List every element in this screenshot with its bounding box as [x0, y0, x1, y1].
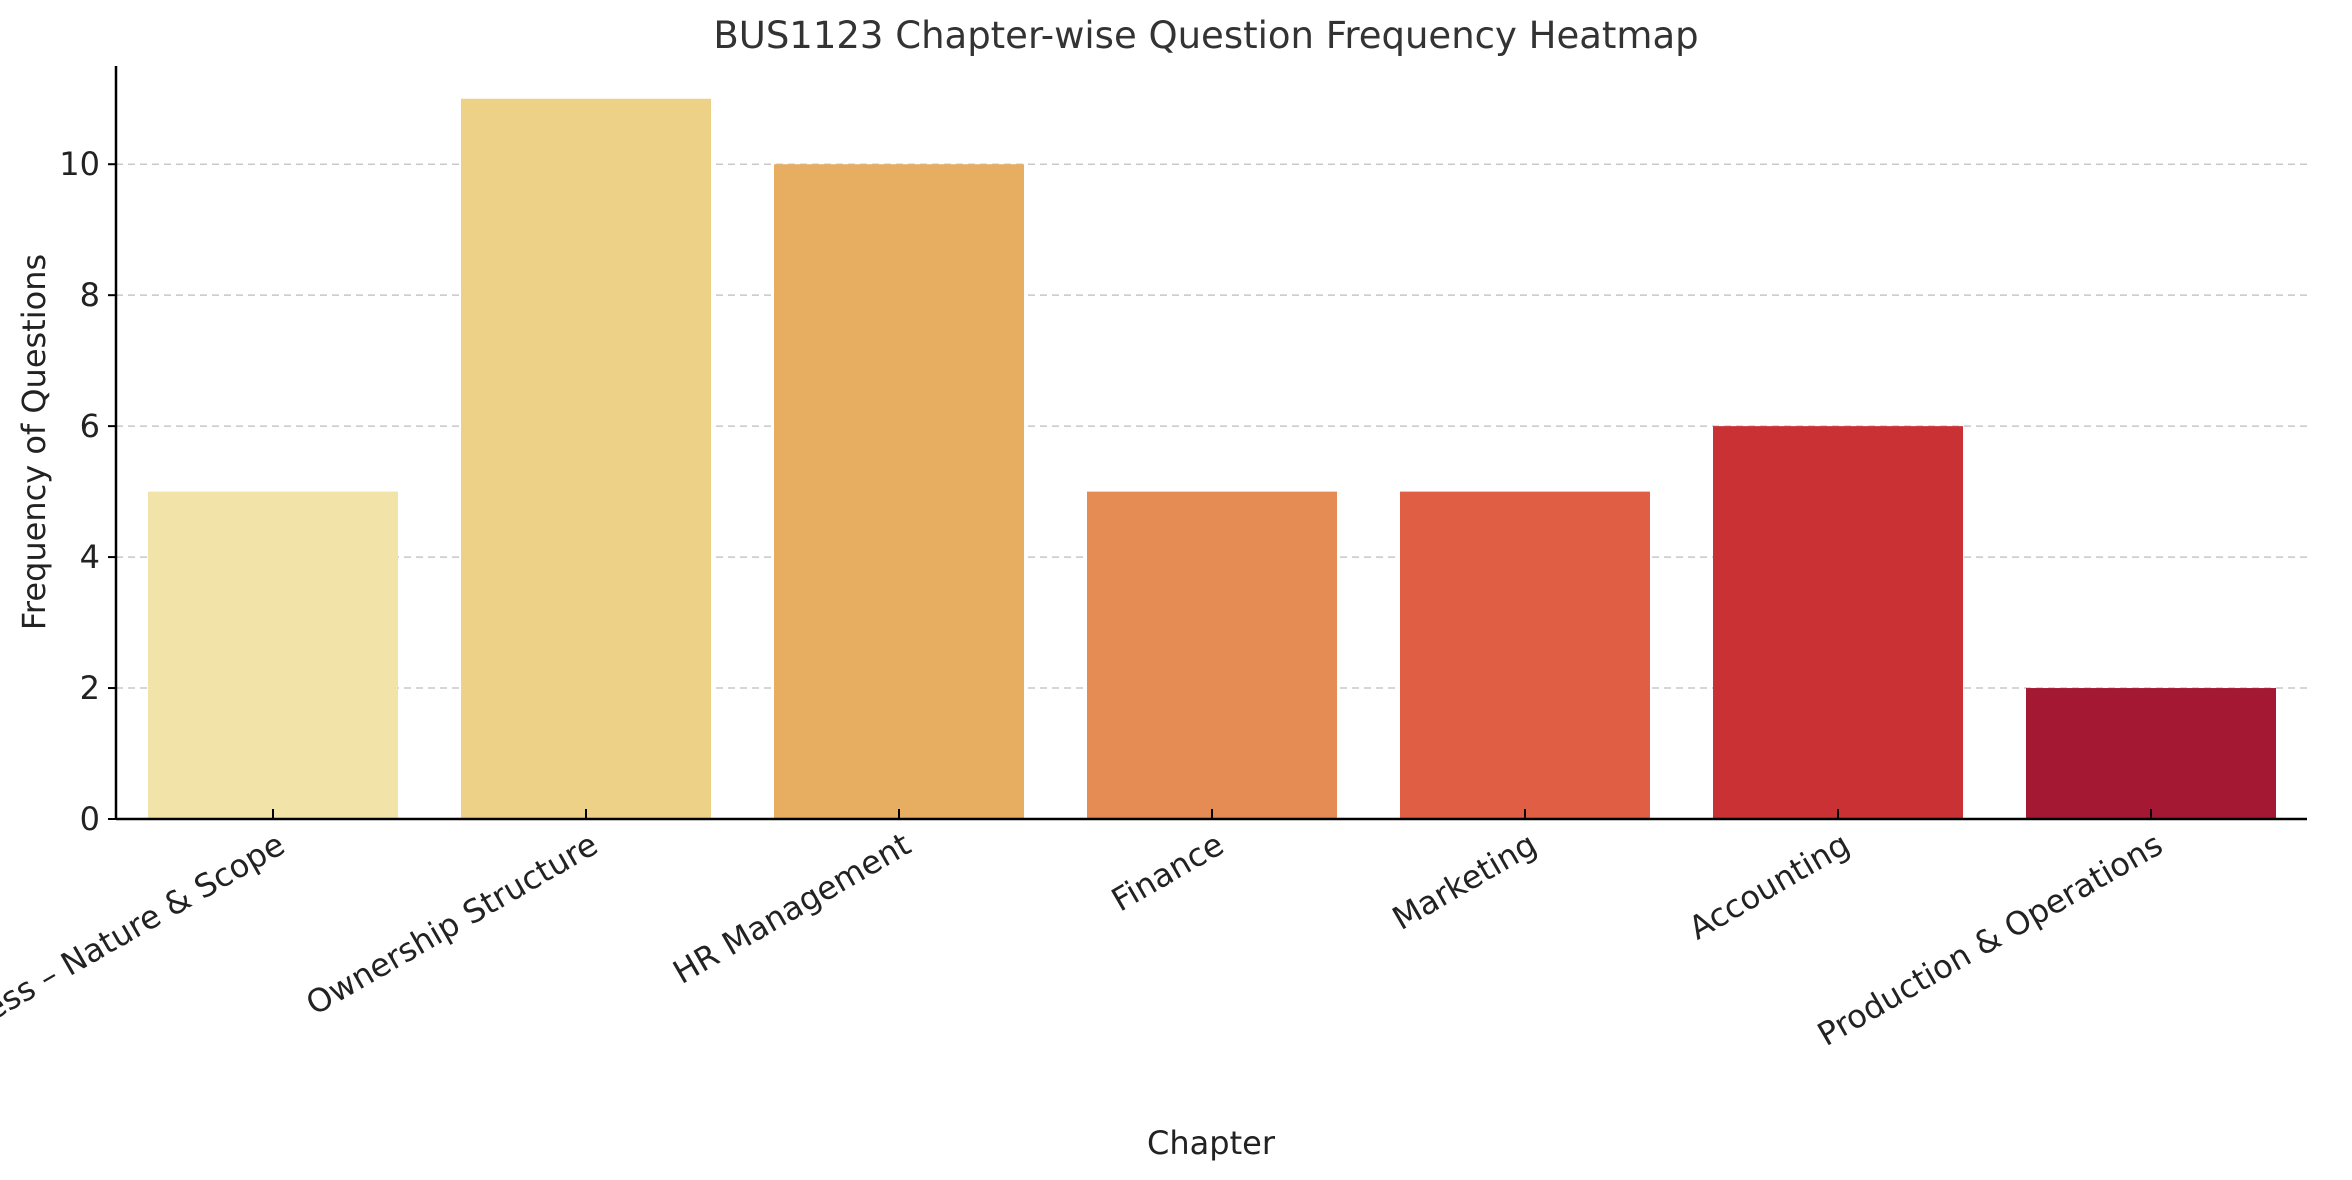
bar [1087, 491, 1337, 819]
bars [148, 98, 2276, 819]
x-tick-label: Accounting [1682, 825, 1856, 947]
x-tick-label: Production & Operations [1811, 825, 2169, 1054]
y-tick-label: 0 [80, 800, 100, 838]
chart-title: BUS1123 Chapter-wise Question Frequency … [713, 14, 1698, 57]
y-axis-label: Frequency of Questions [15, 254, 53, 630]
bar [148, 491, 398, 819]
y-ticks: 0 2 4 6 8 10 [59, 145, 116, 838]
bar [461, 98, 711, 819]
x-tick-label: Ownership Structure [299, 825, 604, 1023]
y-tick-label: 2 [80, 669, 100, 707]
y-tick-label: 8 [80, 276, 100, 314]
x-tick-label: Marketing [1386, 825, 1543, 938]
y-tick-label: 10 [59, 145, 100, 183]
y-tick-label: 6 [80, 407, 100, 445]
bar [774, 164, 1024, 819]
bar [1400, 491, 1650, 819]
x-tick-label: HR Management [667, 825, 917, 992]
x-tick-label: The Business – Nature & Scope [0, 825, 291, 1108]
y-tick-label: 4 [80, 538, 100, 576]
bar [1713, 426, 1963, 819]
bar [2026, 688, 2276, 819]
x-tick-label: Finance [1105, 825, 1230, 919]
x-axis-label: Chapter [1147, 1124, 1276, 1162]
